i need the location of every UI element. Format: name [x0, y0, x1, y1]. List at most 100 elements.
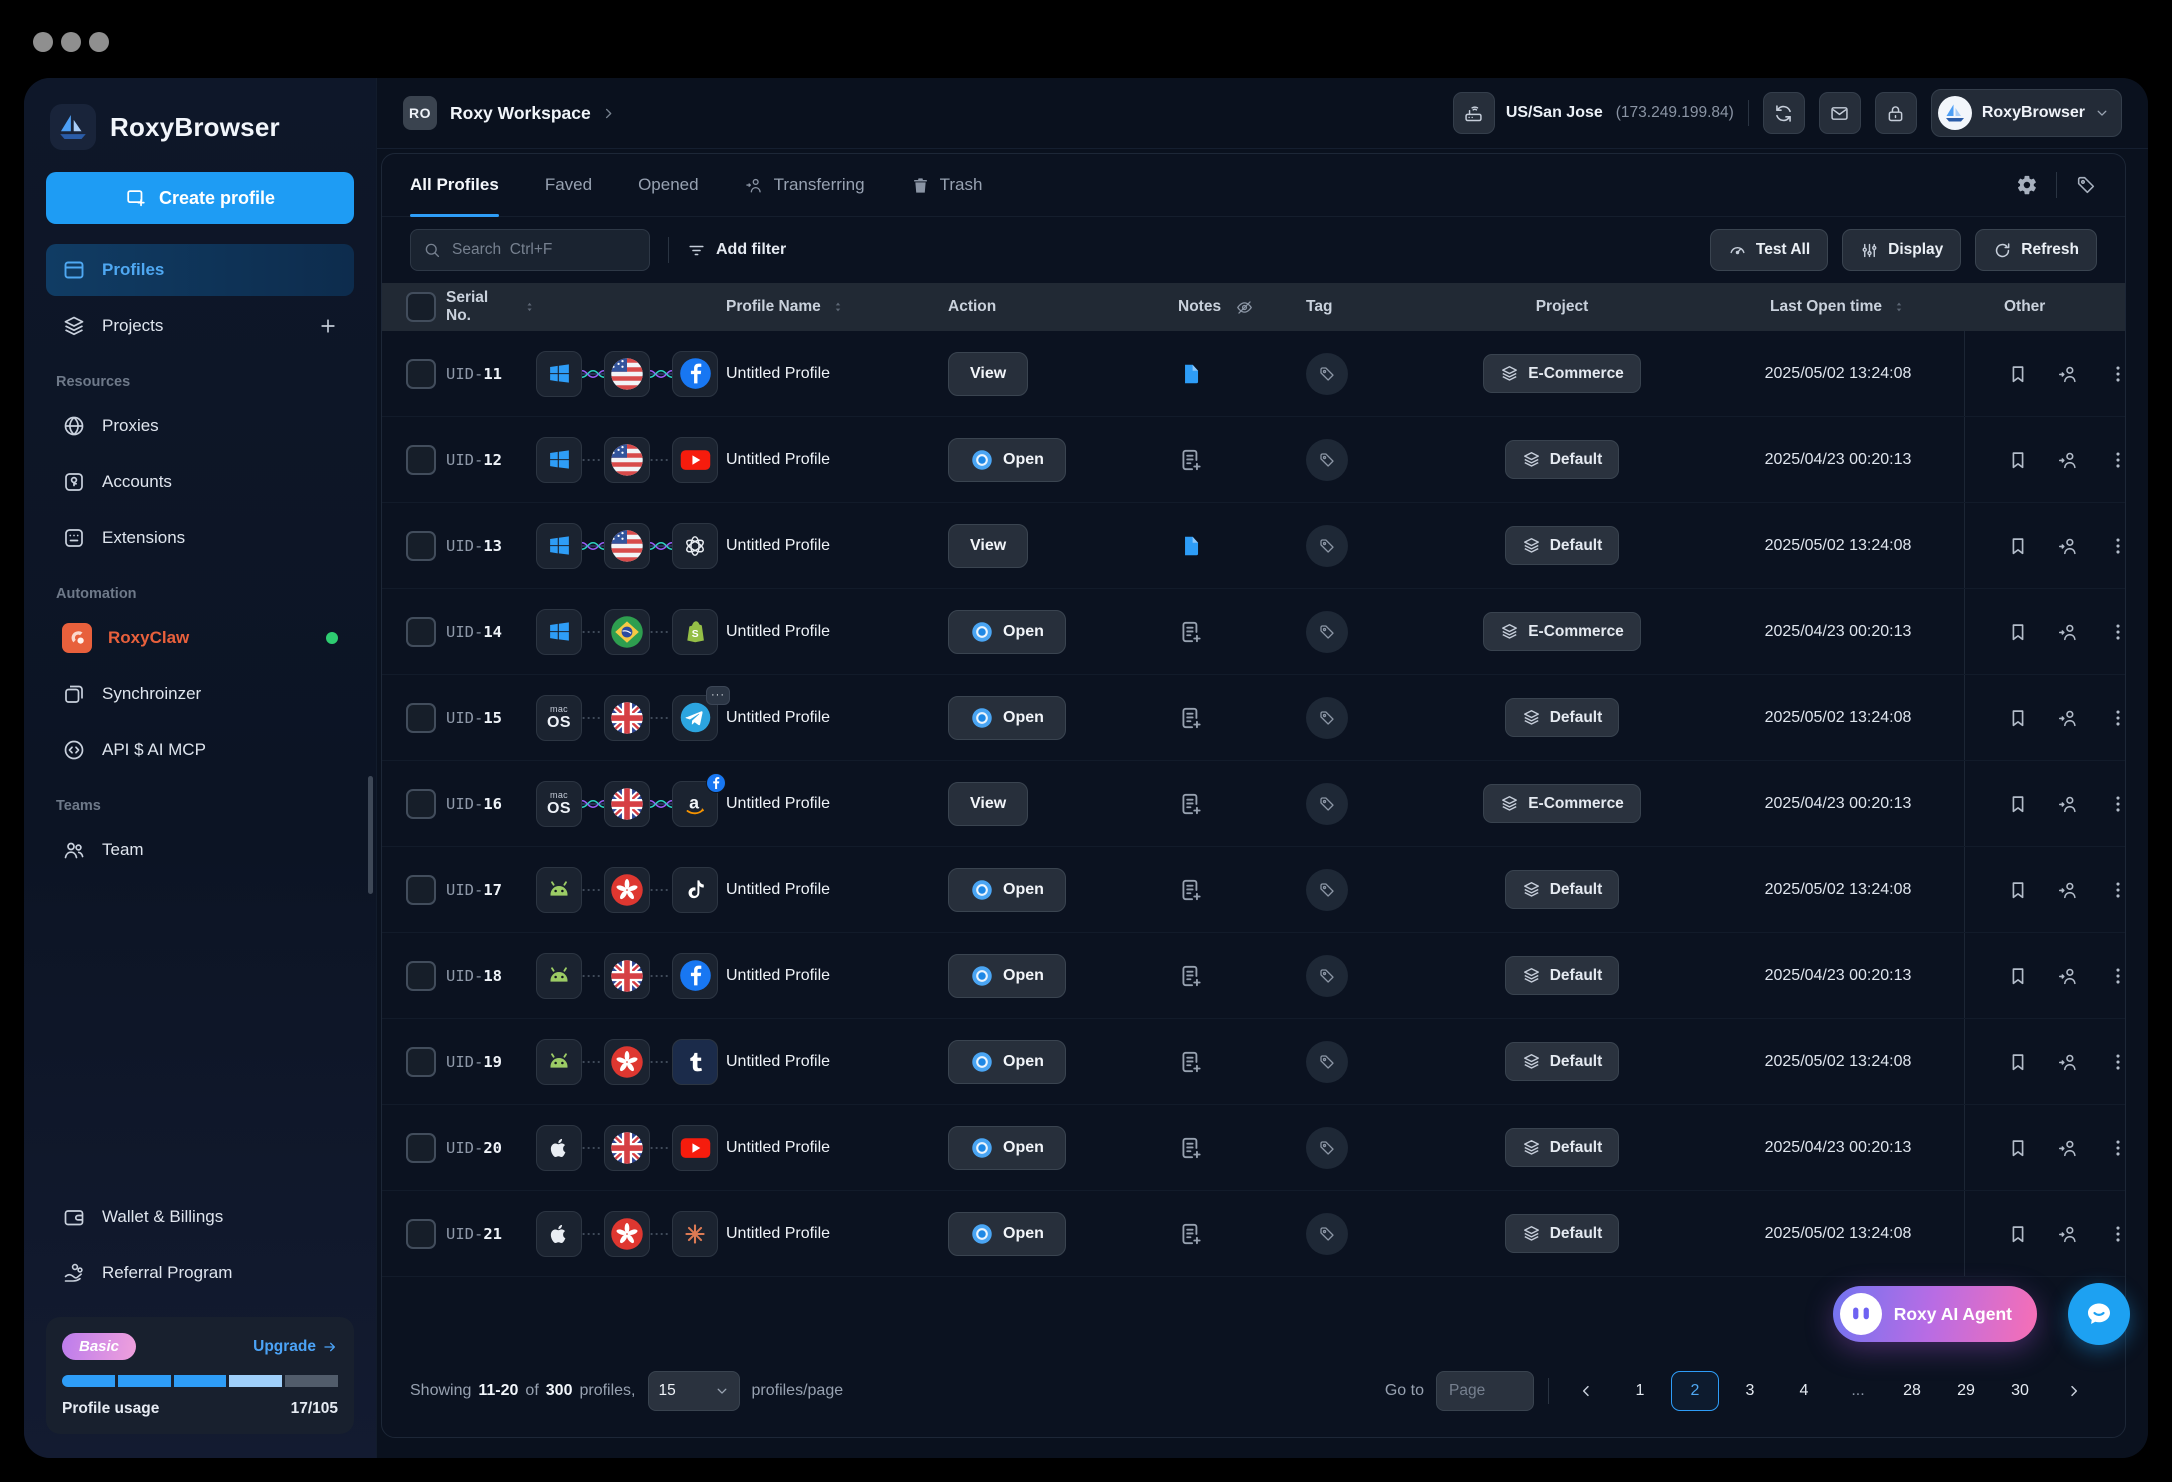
project-badge[interactable]: Default [1505, 698, 1620, 737]
tab[interactable]: Faved [545, 154, 592, 216]
project-badge[interactable]: E-Commerce [1483, 612, 1641, 651]
bookmark-icon[interactable] [2007, 707, 2029, 729]
project-badge[interactable]: Default [1505, 526, 1620, 565]
search-box[interactable] [410, 229, 650, 271]
bookmark-icon[interactable] [2007, 965, 2029, 987]
page-button[interactable]: 1 [1617, 1372, 1663, 1410]
row-checkbox[interactable] [406, 961, 436, 991]
project-badge[interactable]: Default [1505, 1128, 1620, 1167]
note-icon[interactable] [1178, 1049, 1204, 1075]
profile-action-button[interactable]: Open [948, 868, 1066, 912]
note-icon[interactable] [1178, 447, 1204, 473]
window-control-dot[interactable] [89, 32, 109, 52]
window-control-dot[interactable] [33, 32, 53, 52]
transfer-profile-icon[interactable] [2057, 449, 2079, 471]
profile-action-button[interactable]: Open [948, 696, 1066, 740]
chevron-right-icon[interactable] [601, 106, 616, 121]
profile-name[interactable]: Untitled Profile [726, 365, 948, 383]
window-control-dot[interactable] [61, 32, 81, 52]
project-badge[interactable]: Default [1505, 870, 1620, 909]
bookmark-icon[interactable] [2007, 535, 2029, 557]
transfer-profile-icon[interactable] [2057, 535, 2079, 557]
create-profile-button[interactable]: Create profile [46, 172, 354, 224]
project-badge[interactable]: Default [1505, 1214, 1620, 1253]
profile-name[interactable]: Untitled Profile [726, 623, 948, 641]
page-button[interactable]: 3 [1727, 1372, 1773, 1410]
profile-name[interactable]: Untitled Profile [726, 451, 948, 469]
add-tag-button[interactable] [1306, 1041, 1348, 1083]
bookmark-icon[interactable] [2007, 363, 2029, 385]
page-button[interactable]: 30 [1997, 1372, 2043, 1410]
transfer-profile-icon[interactable] [2057, 363, 2079, 385]
tab[interactable]: Transferring [745, 154, 865, 216]
column-last-open[interactable]: Last Open time [1712, 298, 1964, 316]
sort-icon[interactable] [523, 300, 536, 314]
add-filter-button[interactable]: Add filter [687, 241, 786, 260]
transfer-profile-icon[interactable] [2057, 1137, 2079, 1159]
sidebar-automation-item[interactable]: RoxyClaw [46, 612, 354, 664]
profile-action-button[interactable]: View [948, 524, 1028, 568]
note-icon[interactable] [1178, 705, 1204, 731]
add-tag-button[interactable] [1306, 611, 1348, 653]
bookmark-icon[interactable] [2007, 621, 2029, 643]
bookmark-icon[interactable] [2007, 449, 2029, 471]
sidebar-scrollbar[interactable] [368, 776, 373, 894]
more-actions-icon[interactable] [2107, 449, 2126, 471]
transfer-profile-icon[interactable] [2057, 1051, 2079, 1073]
tag-manager-icon[interactable] [2075, 174, 2097, 196]
page-button[interactable]: 2 [1671, 1371, 1719, 1411]
profile-name[interactable]: Untitled Profile [726, 1225, 948, 1243]
page-button[interactable]: 28 [1889, 1372, 1935, 1410]
more-actions-icon[interactable] [2107, 1051, 2126, 1073]
profile-name[interactable]: Untitled Profile [726, 881, 948, 899]
add-tag-button[interactable] [1306, 697, 1348, 739]
row-checkbox[interactable] [406, 703, 436, 733]
transfer-profile-icon[interactable] [2057, 965, 2079, 987]
bookmark-icon[interactable] [2007, 1051, 2029, 1073]
more-actions-icon[interactable] [2107, 1137, 2126, 1159]
bookmark-icon[interactable] [2007, 793, 2029, 815]
bookmark-icon[interactable] [2007, 1137, 2029, 1159]
sidebar-team-item[interactable]: Team [46, 824, 354, 876]
profile-name[interactable]: Untitled Profile [726, 795, 948, 813]
add-tag-button[interactable] [1306, 869, 1348, 911]
profile-name[interactable]: Untitled Profile [726, 1139, 948, 1157]
proxy-ip-chip[interactable]: US/San Jose (173.249.199.84) [1453, 92, 1734, 134]
sidebar-footer-item[interactable]: Referral Program [46, 1247, 354, 1299]
add-tag-button[interactable] [1306, 955, 1348, 997]
add-tag-button[interactable] [1306, 353, 1348, 395]
sidebar-resource-item[interactable]: Accounts [46, 456, 354, 508]
note-icon[interactable] [1178, 533, 1204, 559]
profile-action-button[interactable]: Open [948, 1040, 1066, 1084]
sidebar-nav-item[interactable]: Projects [46, 300, 354, 352]
mail-button[interactable] [1819, 92, 1861, 134]
more-actions-icon[interactable] [2107, 363, 2126, 385]
page-button[interactable]: ... [1835, 1372, 1881, 1410]
more-actions-icon[interactable] [2107, 621, 2126, 643]
profile-action-button[interactable]: View [948, 782, 1028, 826]
profile-name[interactable]: Untitled Profile [726, 537, 948, 555]
eye-off-icon[interactable] [1235, 298, 1254, 317]
project-badge[interactable]: Default [1505, 956, 1620, 995]
add-tag-button[interactable] [1306, 439, 1348, 481]
page-button[interactable]: 29 [1943, 1372, 1989, 1410]
page-number-input[interactable] [1447, 1381, 1523, 1401]
workspace-badge[interactable]: RO [403, 96, 437, 130]
add-project-button[interactable] [318, 316, 338, 336]
transfer-profile-icon[interactable] [2057, 1223, 2079, 1245]
row-checkbox[interactable] [406, 789, 436, 819]
profile-action-button[interactable]: Open [948, 438, 1066, 482]
profile-name[interactable]: Untitled Profile [726, 1053, 948, 1071]
test-all-button[interactable]: Test All [1710, 229, 1828, 271]
row-checkbox[interactable] [406, 531, 436, 561]
sort-icon[interactable] [831, 300, 845, 314]
row-checkbox[interactable] [406, 1047, 436, 1077]
bookmark-icon[interactable] [2007, 879, 2029, 901]
row-checkbox[interactable] [406, 445, 436, 475]
more-actions-icon[interactable] [2107, 535, 2126, 557]
profile-action-button[interactable]: Open [948, 1212, 1066, 1256]
profile-name[interactable]: Untitled Profile [726, 709, 948, 727]
transfer-profile-icon[interactable] [2057, 707, 2079, 729]
page-number-field[interactable] [1436, 1371, 1534, 1411]
support-chat-button[interactable] [2068, 1283, 2130, 1345]
